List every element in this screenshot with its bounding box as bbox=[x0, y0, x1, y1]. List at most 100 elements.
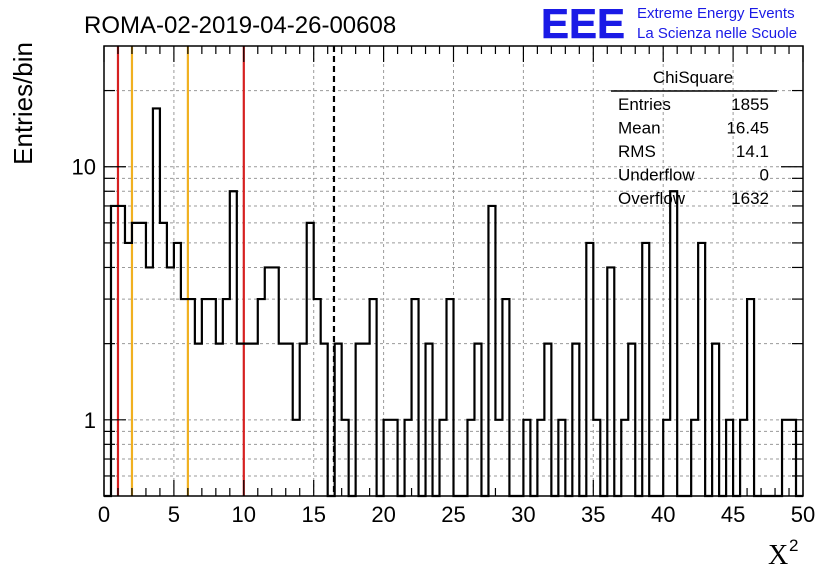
x-tick-label: 45 bbox=[721, 502, 745, 527]
stats-value: 0 bbox=[760, 166, 769, 185]
histogram-bin bbox=[237, 344, 244, 496]
histogram-bin bbox=[251, 344, 258, 496]
histogram-bin bbox=[335, 344, 342, 496]
x-tick-label: 0 bbox=[98, 502, 110, 527]
histogram-bin bbox=[447, 299, 454, 496]
stats-title: ChiSquare bbox=[653, 68, 733, 87]
histogram-bin bbox=[160, 223, 167, 496]
x-tick-label: 35 bbox=[581, 502, 605, 527]
histogram-bin bbox=[523, 420, 530, 496]
histogram-bin bbox=[223, 299, 230, 496]
histogram-bin bbox=[384, 420, 391, 496]
x-tick-label: 40 bbox=[651, 502, 675, 527]
histogram-bin bbox=[628, 344, 635, 496]
histogram-bin bbox=[188, 299, 195, 496]
logo-line-2: La Scienza nelle Scuole bbox=[637, 25, 797, 42]
stats-rows: Entries 1855 Mean 16.45 RMS 14.1 Underflow 0 Ove… bbox=[618, 95, 769, 208]
histogram-bin bbox=[426, 344, 433, 496]
stats-value: 1855 bbox=[731, 95, 769, 114]
histogram-bin bbox=[782, 420, 789, 496]
axis-ticks: 0 5 10 15 20 25 30 35 40 45 50 1 10 bbox=[72, 46, 815, 527]
x-tick-label: 15 bbox=[301, 502, 325, 527]
histogram-bin bbox=[586, 243, 593, 496]
histogram-bin bbox=[405, 420, 412, 496]
logo-line-1: Extreme Energy Events bbox=[637, 5, 795, 22]
y-tick-label: 1 bbox=[84, 408, 96, 433]
histogram-bin bbox=[474, 344, 481, 496]
histogram-bin bbox=[356, 344, 363, 496]
histogram-bin bbox=[230, 191, 237, 496]
histogram-bin bbox=[111, 206, 118, 496]
histogram-bin bbox=[495, 420, 502, 496]
histogram-bin bbox=[712, 344, 719, 496]
histogram-bin bbox=[293, 420, 300, 496]
y-axis-label: Entries/bin bbox=[8, 42, 38, 165]
histogram-bin bbox=[740, 420, 747, 496]
histogram-bin bbox=[244, 344, 251, 496]
histogram-bin bbox=[488, 206, 495, 496]
histogram-bin bbox=[279, 344, 286, 496]
histogram-bin bbox=[139, 223, 146, 496]
histogram-bin bbox=[642, 243, 649, 496]
histogram-bin bbox=[342, 420, 349, 496]
histogram-bin bbox=[202, 299, 209, 496]
stats-label: Underflow bbox=[618, 166, 695, 185]
stats-value: 1632 bbox=[731, 189, 769, 208]
x-tick-label: 20 bbox=[371, 502, 395, 527]
logo: EEE Extreme Energy Events La Scienza nel… bbox=[541, 0, 797, 47]
histogram-bin bbox=[195, 344, 202, 496]
stats-label: Entries bbox=[618, 95, 671, 114]
x-tick-label: 10 bbox=[232, 502, 256, 527]
histogram-bin bbox=[216, 344, 223, 496]
histogram-bin bbox=[698, 243, 705, 496]
histogram-bin bbox=[572, 344, 579, 496]
stats-value: 14.1 bbox=[736, 142, 769, 161]
histogram-bin bbox=[181, 299, 188, 496]
histogram-bin bbox=[118, 206, 125, 496]
histogram-bin bbox=[691, 420, 698, 496]
histogram-bin bbox=[544, 344, 551, 496]
histogram-bin bbox=[412, 299, 419, 496]
histogram-bin bbox=[670, 191, 677, 496]
histogram-bin bbox=[146, 267, 153, 496]
histogram-bin bbox=[607, 267, 614, 496]
x-axis-label-text: X bbox=[768, 540, 788, 571]
eee-logo-mark: EEE bbox=[541, 0, 625, 47]
histogram-bin bbox=[125, 243, 132, 496]
histogram-bin bbox=[558, 420, 565, 496]
histogram-bin bbox=[132, 223, 139, 496]
y-tick-label: 10 bbox=[72, 155, 96, 180]
x-tick-label: 25 bbox=[441, 502, 465, 527]
stats-box: ChiSquare Entries 1855 Mean 16.45 RMS 14.1 Und… bbox=[611, 68, 777, 208]
histogram-bin bbox=[502, 299, 509, 496]
x-axis-label: X 2 bbox=[768, 536, 798, 571]
histogram-bin bbox=[467, 420, 474, 496]
histogram-bin bbox=[747, 299, 754, 496]
histogram-bin bbox=[209, 299, 216, 496]
stats-label: Overflow bbox=[618, 189, 686, 208]
histogram-bin bbox=[265, 267, 272, 496]
histogram-bin bbox=[663, 420, 670, 496]
histogram-bin bbox=[286, 344, 293, 496]
histogram-bin bbox=[153, 108, 160, 496]
histogram-bin bbox=[272, 267, 279, 496]
x-tick-label: 50 bbox=[791, 502, 815, 527]
histogram-bin bbox=[321, 344, 328, 496]
histogram-bin bbox=[370, 299, 377, 496]
histogram-bin bbox=[726, 420, 733, 496]
histogram-bin bbox=[621, 420, 628, 496]
histogram-bin bbox=[363, 344, 370, 496]
x-axis-label-superscript: 2 bbox=[789, 536, 798, 555]
histogram-bin bbox=[307, 223, 314, 496]
chart-title: ROMA-02-2019-04-26-00608 bbox=[84, 12, 396, 39]
histogram-bin bbox=[391, 420, 398, 496]
x-tick-label: 30 bbox=[511, 502, 535, 527]
histogram-bin bbox=[167, 267, 174, 496]
histogram-bin bbox=[174, 243, 181, 496]
stats-value: 16.45 bbox=[726, 119, 769, 138]
histogram-bin bbox=[440, 420, 447, 496]
histogram-bin bbox=[537, 420, 544, 496]
histogram-bin bbox=[258, 299, 265, 496]
